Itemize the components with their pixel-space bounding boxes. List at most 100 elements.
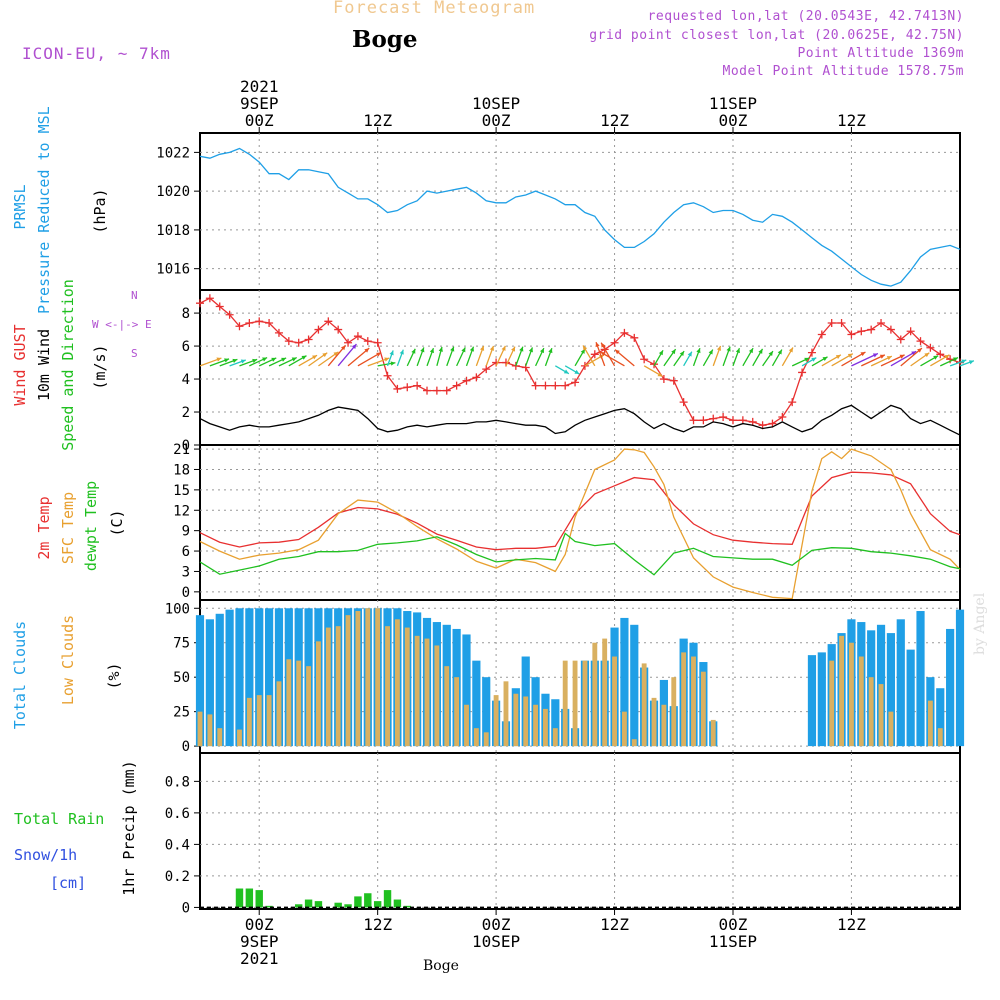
- y-tick-label: 100: [165, 601, 190, 617]
- series-line: [199, 532, 961, 576]
- wind-arrowhead: [614, 349, 620, 355]
- model-label: ICON-EU, ~ 7km: [22, 44, 171, 63]
- gust-marker: [511, 361, 520, 370]
- total-rain-label: Total Rain: [14, 810, 105, 828]
- wind-arrowhead: [847, 353, 853, 358]
- total-cloud-bar: [482, 677, 491, 747]
- gust-marker: [886, 325, 895, 334]
- gust-marker: [610, 338, 619, 347]
- wind-arrowhead: [224, 358, 230, 363]
- wind-arrowhead: [548, 348, 553, 354]
- gust-marker: [936, 350, 945, 359]
- compass-s: S: [131, 347, 138, 360]
- wind-arrowhead: [489, 345, 494, 351]
- y-tick-label: 0.6: [165, 806, 190, 822]
- wind-arrowhead: [438, 346, 443, 352]
- gust-marker: [679, 398, 688, 407]
- wind-arrowhead: [811, 357, 817, 362]
- gust-marker: [827, 318, 836, 327]
- gust-marker: [531, 381, 540, 390]
- panel-wind: [194, 289, 975, 446]
- gust-marker: [807, 348, 816, 357]
- wind-arrowhead: [291, 357, 297, 362]
- gust-marker: [196, 299, 204, 308]
- gust-marker: [630, 333, 639, 342]
- wind-arrowhead: [390, 361, 396, 366]
- gust-marker: [699, 416, 708, 425]
- low-cloud-bar: [829, 660, 835, 747]
- top-time-label: 11SEP: [709, 94, 757, 113]
- panel-frame: [199, 599, 961, 754]
- snow-label: Snow/1h: [14, 846, 78, 864]
- wind-arrowhead: [583, 345, 588, 351]
- wind-arrowhead: [716, 345, 722, 351]
- low-cloud-bar: [335, 626, 341, 747]
- panel-temperature: [194, 444, 961, 601]
- gust-marker: [926, 343, 935, 352]
- y-tick-label: 1018: [156, 223, 190, 239]
- wind-arrowhead: [961, 359, 967, 364]
- low-cloud-bar: [424, 638, 430, 747]
- low-cloud-bar: [848, 642, 854, 747]
- low-cloud-bar: [385, 626, 390, 747]
- gust-marker: [274, 328, 283, 337]
- series-line: [199, 404, 961, 436]
- low-cloud-bar: [246, 697, 252, 747]
- gust-marker: [590, 350, 599, 359]
- gust-marker: [245, 318, 254, 327]
- low-cloud-bar: [404, 627, 410, 747]
- y-tick-label: 75: [173, 636, 190, 652]
- precip-bar: [354, 896, 362, 908]
- station-name: Boge: [352, 26, 418, 53]
- gust-marker: [225, 310, 234, 319]
- gust-marker: [788, 398, 797, 407]
- gust-marker: [472, 373, 481, 382]
- gust-marker: [265, 318, 274, 327]
- point-altitude: Point Altitude 1369m: [797, 46, 964, 61]
- gust-marker: [847, 330, 856, 339]
- bottom-time-label: 2021: [240, 949, 279, 968]
- compass-we: W <-|-> E: [92, 318, 152, 331]
- low-cloud-bar: [483, 732, 489, 747]
- bottom-time-label: 10SEP: [472, 932, 520, 951]
- low-cloud-bar: [621, 711, 627, 747]
- low-cloud-bar: [602, 638, 608, 747]
- top-time-label: 2021: [240, 77, 279, 96]
- gust-marker: [867, 325, 876, 334]
- precip-bar: [393, 899, 402, 908]
- wind-arrowhead: [411, 348, 416, 354]
- precip-bar: [294, 904, 303, 908]
- wind-arrowhead: [911, 351, 917, 356]
- wind-arrowhead: [340, 345, 346, 351]
- y-tick-label: 15: [173, 483, 190, 499]
- temp-2m-label: 2m Temp: [35, 496, 53, 560]
- wind-arrowhead: [679, 351, 685, 357]
- wind-arrowhead: [399, 349, 404, 355]
- low-cloud-bar: [552, 728, 558, 747]
- gust-marker: [314, 325, 323, 334]
- wind-arrowhead: [333, 351, 339, 357]
- gust-marker: [255, 317, 264, 326]
- precip-bar: [255, 890, 263, 908]
- wind-arrowhead: [420, 347, 425, 353]
- bottom-time-label: 9SEP: [240, 932, 279, 951]
- wind-arrowhead: [271, 357, 277, 362]
- wind-arrowhead: [835, 354, 841, 359]
- gust-marker: [728, 416, 737, 425]
- low-cloud-bar: [493, 695, 499, 747]
- total-cloud-bar: [215, 613, 224, 747]
- wind-arrowhead: [658, 350, 664, 356]
- series-line: [199, 147, 961, 287]
- wind-arrowhead: [708, 349, 713, 355]
- gust-marker: [916, 337, 925, 346]
- gust-marker: [778, 412, 787, 421]
- precip-bar: [364, 893, 372, 908]
- total-cloud-bar: [620, 617, 629, 747]
- low-cloud-bar: [375, 608, 381, 747]
- total-cloud-bar: [807, 655, 817, 747]
- bottom-time-label: 00Z: [245, 915, 274, 934]
- y-tick-label: 3: [182, 564, 190, 580]
- low-cloud-bar: [503, 681, 509, 747]
- total-cloud-bar: [886, 633, 896, 747]
- gust-marker: [906, 327, 915, 336]
